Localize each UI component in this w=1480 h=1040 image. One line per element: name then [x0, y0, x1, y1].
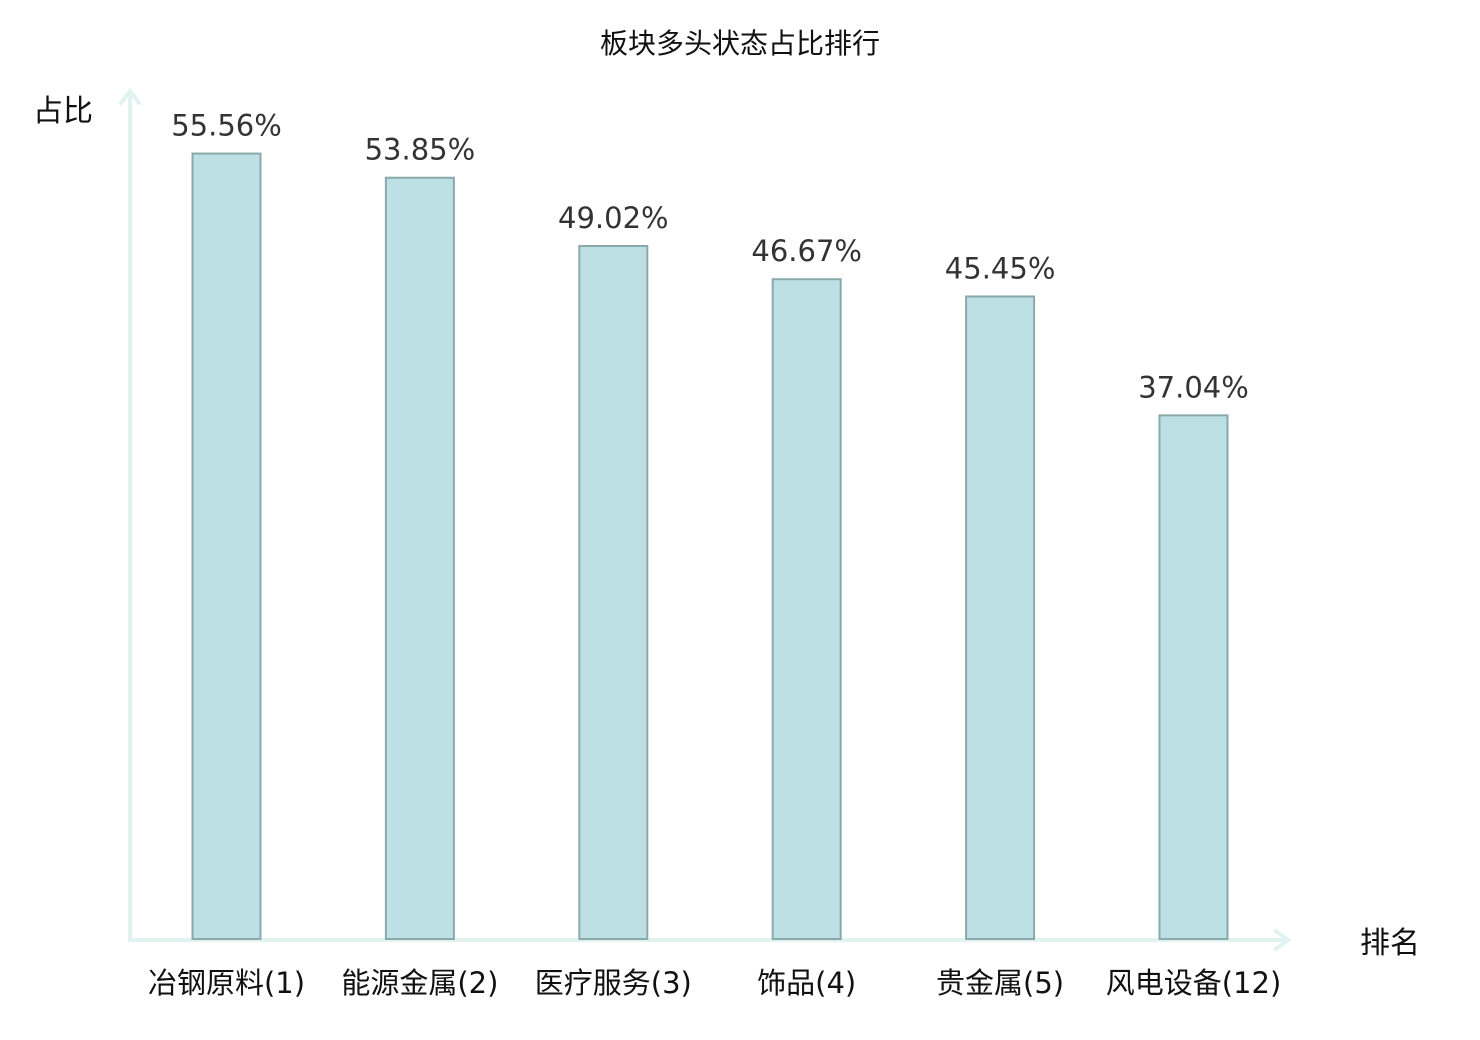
category-label-5: 贵金属(5)	[936, 966, 1064, 1000]
value-label-4: 46.67%	[751, 234, 862, 268]
category-label-6: 风电设备(12)	[1106, 966, 1282, 1000]
value-label-3: 49.02%	[558, 201, 669, 235]
x-axis-label: 排名	[1360, 926, 1420, 961]
category-labels-group: 冶钢原料(1) 能源金属(2) 医疗服务(3) 饰品(4) 贵金属(5) 风电设备(12)	[148, 966, 1281, 1000]
bar-4	[771, 278, 842, 940]
value-label-2: 53.85%	[365, 133, 476, 167]
bar-2	[384, 176, 455, 941]
bar-3	[578, 245, 649, 940]
category-label-2: 能源金属(2)	[341, 966, 498, 1000]
value-labels-group: 55.56% 53.85% 49.02% 46.67% 45.45% 37.04%	[171, 109, 1249, 405]
bar-6	[1158, 414, 1229, 940]
axes	[119, 87, 1292, 951]
chart-title: 板块多头状态占比排行	[600, 27, 880, 60]
y-axis-label: 占比	[33, 94, 93, 129]
value-label-1: 55.56%	[171, 109, 282, 143]
x-axis-arrow-icon	[1274, 929, 1292, 951]
value-label-5: 45.45%	[945, 251, 1056, 285]
category-label-3: 医疗服务(3)	[535, 966, 692, 1000]
category-label-1: 冶钢原料(1)	[148, 966, 305, 1000]
value-label-6: 37.04%	[1138, 370, 1249, 404]
category-label-4: 饰品(4)	[757, 966, 856, 1000]
bars-group	[191, 152, 1229, 941]
y-axis-arrow-icon	[119, 87, 141, 105]
bar-1	[191, 152, 262, 940]
bar-5	[965, 295, 1036, 941]
